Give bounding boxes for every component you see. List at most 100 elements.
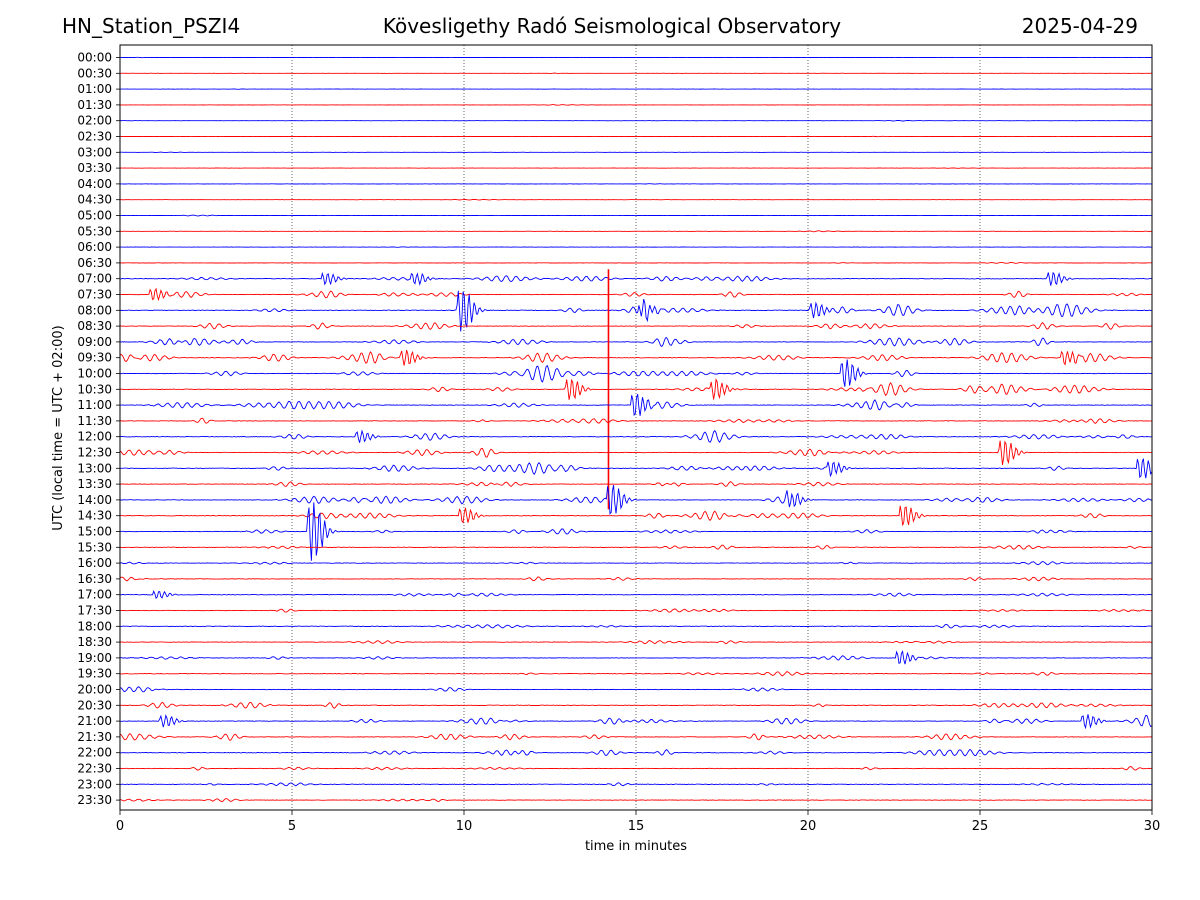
trace-line <box>119 561 1152 566</box>
x-tick-label: 10 <box>456 819 473 834</box>
y-tick-label: 01:00 <box>77 82 112 96</box>
plot-area <box>120 45 1152 810</box>
x-axis-label: time in minutes <box>585 839 687 854</box>
y-tick-label: 14:30 <box>77 509 112 523</box>
y-tick-label: 00:00 <box>77 51 112 65</box>
trace-line <box>120 271 1152 287</box>
trace-line <box>120 104 1152 106</box>
y-tick-label: 19:00 <box>77 651 112 665</box>
y-tick-label: 11:30 <box>77 414 112 428</box>
trace-line <box>119 287 1152 302</box>
trace-line <box>119 686 1152 693</box>
y-tick-label: 13:30 <box>77 477 112 491</box>
y-tick-label: 07:00 <box>77 272 112 286</box>
y-tick-label: 16:00 <box>77 556 112 570</box>
y-tick-label: 18:30 <box>77 635 112 649</box>
trace-line <box>119 429 1152 443</box>
y-tick-label: 05:30 <box>77 224 112 238</box>
y-tick-label: 01:30 <box>77 98 112 112</box>
y-tick-label: 10:30 <box>77 382 112 396</box>
trace-line <box>119 481 1152 487</box>
y-tick-label: 14:00 <box>77 493 112 507</box>
y-tick-label: 15:00 <box>77 525 112 539</box>
trace-line <box>119 701 1152 709</box>
trace-line <box>119 623 1152 629</box>
y-tick-label: 09:30 <box>77 351 112 365</box>
trace-line <box>119 359 1152 387</box>
y-tick-label: 06:30 <box>77 256 112 270</box>
trace-line <box>119 261 1152 264</box>
y-tick-label: 03:00 <box>77 145 112 159</box>
trace-line <box>119 589 1152 600</box>
y-axis-label: UTC (local time = UTC + 02:00) <box>51 325 66 530</box>
y-tick-label: 20:00 <box>77 683 112 697</box>
y-tick-label: 13:00 <box>77 461 112 475</box>
y-tick-label: 16:30 <box>77 572 112 586</box>
trace-line <box>119 502 1152 561</box>
y-tick-label: 08:30 <box>77 319 112 333</box>
trace-line <box>119 337 1152 348</box>
y-tick-label: 00:30 <box>77 66 112 80</box>
y-tick-label: 15:30 <box>77 540 112 554</box>
trace-line <box>119 230 1152 233</box>
y-tick-label: 04:00 <box>77 177 112 191</box>
x-tick-label: 25 <box>972 819 989 834</box>
y-tick-label: 07:30 <box>77 288 112 302</box>
trace-line <box>119 214 1152 217</box>
y-tick-label: 11:00 <box>77 398 112 412</box>
y-tick-label: 23:30 <box>77 793 112 807</box>
chart-date: 2025-04-29 <box>1021 14 1138 38</box>
y-tick-label: 21:30 <box>77 730 112 744</box>
x-tick-label: 30 <box>1144 819 1161 834</box>
y-tick-label: 23:00 <box>77 777 112 791</box>
y-tick-label: 20:30 <box>77 698 112 712</box>
y-tick-label: 09:00 <box>77 335 112 349</box>
header: HN_Station_PSZI4 Kövesligethy Radó Seism… <box>0 0 1200 45</box>
y-tick-label: 02:30 <box>77 130 112 144</box>
trace-line <box>119 713 1153 730</box>
trace-line <box>119 782 1152 787</box>
y-tick-label: 12:30 <box>77 446 112 460</box>
y-tick-label: 04:30 <box>77 193 112 207</box>
y-tick-label: 03:30 <box>77 161 112 175</box>
x-tick-label: 5 <box>288 819 296 834</box>
y-tick-label: 17:30 <box>77 604 112 618</box>
trace-line <box>119 733 1152 741</box>
trace-line <box>120 246 1152 248</box>
trace-line <box>120 72 1152 75</box>
trace-line <box>119 640 1152 645</box>
y-tick-label: 18:00 <box>77 619 112 633</box>
y-tick-label: 02:00 <box>77 114 112 128</box>
trace-line <box>119 417 1152 424</box>
trace-line <box>119 766 1152 771</box>
trace-line <box>119 608 1152 613</box>
station-id: HN_Station_PSZI4 <box>62 14 241 38</box>
trace-line <box>120 485 1152 515</box>
x-tick-label: 0 <box>116 819 124 834</box>
trace-line <box>119 544 1152 550</box>
y-tick-label: 12:00 <box>77 430 112 444</box>
trace-line <box>120 505 1152 526</box>
trace-line <box>119 290 1152 332</box>
y-tick-label: 19:30 <box>77 667 112 681</box>
trace-line <box>120 393 1152 417</box>
trace-line <box>119 378 1152 400</box>
trace-line <box>119 458 1153 479</box>
y-tick-label: 06:00 <box>77 240 112 254</box>
y-tick-label: 21:00 <box>77 714 112 728</box>
y-tick-label: 17:00 <box>77 588 112 602</box>
trace-line <box>119 798 1152 803</box>
y-tick-label: 22:30 <box>77 762 112 776</box>
x-tick-label: 20 <box>800 819 817 834</box>
trace-line <box>119 748 1152 757</box>
y-tick-label: 08:00 <box>77 303 112 317</box>
trace-line <box>119 349 1152 366</box>
y-tick-label: 10:00 <box>77 367 112 381</box>
trace-line <box>119 119 1152 122</box>
chart-title: Kövesligethy Radó Seismological Observat… <box>382 14 842 38</box>
trace-line <box>119 649 1152 665</box>
trace-line <box>120 321 1152 330</box>
y-tick-label: 05:00 <box>77 209 112 223</box>
trace-line <box>119 198 1152 201</box>
